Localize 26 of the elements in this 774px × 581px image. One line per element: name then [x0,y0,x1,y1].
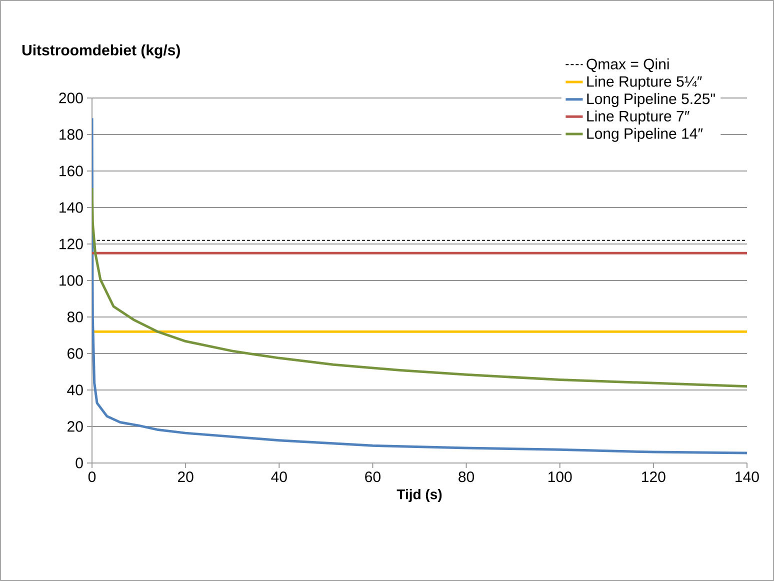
y-tick-label: 120 [60,238,83,250]
x-tick-label: 120 [642,472,666,482]
y-tick-label: 100 [60,275,83,286]
x-tick-label: 60 [365,472,380,482]
x-tick-label: 80 [458,472,474,482]
legend-label: Long Pipeline 14″ [587,128,703,142]
legend-label: Long Pipeline 5.25" [587,93,715,108]
y-tick-label: 140 [60,202,83,213]
y-tick-label: 180 [60,129,83,140]
x-tick-label: 20 [178,472,194,482]
y-tick-label: 160 [60,166,83,176]
x-tick-label: 100 [548,472,572,482]
x-axis-title: Tijd (s) [396,489,442,502]
y-tick-label: 60 [68,348,83,359]
y-axis-title: Uitstroomdebiet (kg/s) [22,44,180,58]
legend-label: Line Rupture 5¼″ [587,76,702,90]
legend-label: Qmax = Qini [586,58,669,72]
y-tick-label: 200 [59,92,83,104]
x-tick-label: 40 [271,472,287,482]
y-tick-label: 20 [68,421,83,432]
x-tick-label: 0 [88,472,96,482]
x-tick-label: 140 [736,472,759,482]
legend-label: Line Rupture 7″ [587,110,690,124]
y-tick-label: 40 [67,384,83,396]
y-tick-label: 0 [76,458,83,468]
y-tick-label: 80 [67,312,83,322]
